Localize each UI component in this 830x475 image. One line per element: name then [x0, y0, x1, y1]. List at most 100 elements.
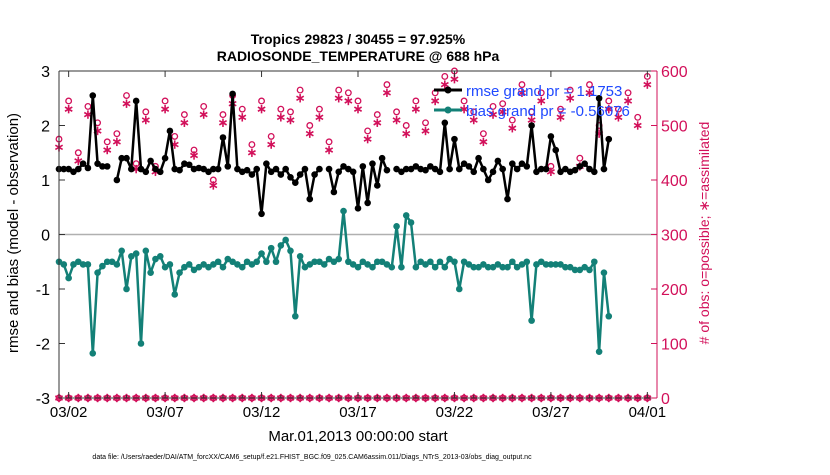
rmse-point: [113, 176, 121, 184]
obs-possible-point: [161, 97, 169, 105]
bias-point: [272, 258, 280, 266]
bias-point: [185, 261, 193, 268]
obs-assimilated-point: [353, 104, 363, 114]
star-stroke: [218, 119, 228, 126]
star-stroke: [189, 152, 199, 159]
x-tick-label: 03/07: [146, 404, 184, 421]
rmse-point: [176, 166, 183, 174]
star-stroke: [633, 122, 642, 129]
star-stroke: [199, 111, 208, 118]
rmse-point: [591, 168, 598, 176]
obs-possible-point: [364, 127, 372, 135]
y-left-tick-label: 0: [41, 228, 50, 245]
star-stroke: [566, 95, 575, 102]
star-stroke: [373, 119, 382, 126]
x-tick-label: 03/12: [243, 404, 281, 421]
star-stroke: [604, 106, 613, 112]
rmse-point: [504, 195, 511, 203]
rmse-point: [383, 166, 391, 174]
rmse-series: [55, 90, 613, 218]
y-right-tick-label: 400: [661, 173, 688, 190]
star-stroke: [411, 106, 420, 112]
rmse-point: [427, 163, 434, 170]
obs-assimilated-point: [64, 104, 73, 114]
obs-possible-point: [344, 89, 352, 97]
rmse-point: [484, 176, 492, 184]
bias-point: [383, 261, 391, 268]
rmse-point: [219, 134, 227, 141]
star-stroke: [180, 119, 189, 126]
obs-assimilated-point: [556, 113, 565, 122]
obs-assimilated-point: [199, 110, 208, 119]
star-stroke: [305, 130, 314, 137]
rmse-point: [605, 135, 613, 143]
star-stroke: [286, 117, 295, 123]
obs-possible-point: [412, 97, 420, 105]
bias-point: [509, 258, 516, 266]
bias-point: [557, 261, 564, 268]
rmse-point: [325, 165, 333, 173]
bias-point: [470, 263, 478, 271]
obs-assimilated-point: [479, 137, 488, 147]
bias-point: [480, 261, 487, 268]
obs-assimilated-point: [325, 145, 334, 155]
bias-point: [460, 258, 468, 266]
star-stroke: [122, 100, 131, 107]
bias-point: [427, 258, 434, 266]
obs-assimilated-point: [537, 96, 546, 106]
bias-point: [70, 261, 77, 268]
star-stroke: [450, 76, 459, 82]
bias-point: [311, 258, 318, 266]
bias-point: [393, 223, 400, 230]
star-stroke: [276, 114, 285, 121]
bias-point: [373, 258, 381, 266]
rmse-point: [118, 154, 125, 162]
obs-possible-point: [267, 132, 275, 140]
rmse-point: [489, 168, 497, 176]
rmse-point: [533, 168, 540, 176]
obs-possible-point: [393, 108, 401, 116]
rmse-point: [224, 163, 232, 170]
star-stroke: [585, 90, 594, 96]
rmse-point: [499, 165, 506, 173]
rmse-point: [65, 165, 72, 173]
rmse-point: [373, 182, 381, 189]
rmse-point: [581, 160, 588, 167]
rmse-point: [229, 90, 236, 98]
obs-assimilated-point: [180, 118, 189, 127]
bias-point: [571, 266, 579, 274]
bias-point: [340, 207, 347, 215]
bias-point: [224, 255, 232, 263]
rmse-point: [243, 166, 251, 174]
bias-point: [161, 263, 169, 271]
bias-point: [436, 258, 444, 266]
bias-point: [407, 219, 415, 226]
chart-title-line1: Tropics 29823 / 30455 = 97.925%: [251, 31, 466, 47]
y-left-tick-label: 1: [41, 173, 50, 190]
star-stroke: [209, 182, 218, 189]
bias-point: [128, 252, 135, 260]
y-right-tick-label: 100: [661, 337, 688, 354]
obs-possible-point: [180, 111, 188, 119]
obs-assimilated-point: [161, 104, 170, 114]
bias-point: [123, 285, 130, 293]
rmse-point: [137, 165, 145, 173]
obs-assimilated-point: [267, 140, 276, 149]
bias-point: [528, 317, 535, 324]
obs-assimilated-point: [112, 137, 121, 147]
axes: -3 -2 -1 0 1 2 3 0 100 200 300 400 500 600 03/02 03/07 0…: [36, 64, 688, 421]
star-stroke: [238, 114, 247, 121]
obs-assimilated-point: [498, 107, 507, 117]
rmse-point: [407, 165, 415, 173]
rmse-point: [210, 165, 217, 173]
obs-assimilated-point: [643, 80, 652, 89]
obs-assimilated-point: [566, 94, 575, 103]
rmse-point: [89, 92, 97, 99]
obs-possible-point: [277, 105, 285, 113]
obs-assimilated-point: [469, 115, 478, 125]
obs-assimilated-point: [315, 113, 324, 122]
obs-assimilated-point: [276, 113, 285, 122]
obs-possible-point: [557, 105, 564, 113]
star-stroke: [517, 90, 527, 96]
